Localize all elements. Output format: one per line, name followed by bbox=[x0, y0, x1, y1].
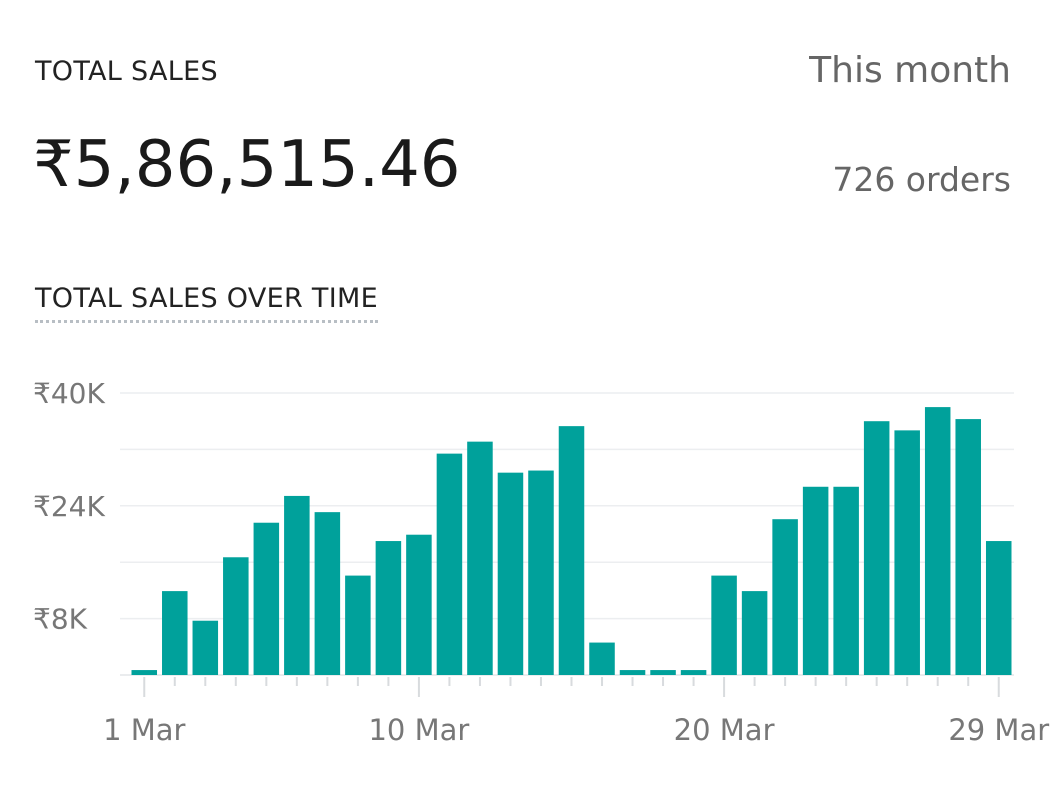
bar bbox=[894, 430, 920, 675]
bar bbox=[924, 407, 951, 675]
bar bbox=[528, 470, 554, 675]
chart-title[interactable]: TOTAL SALES OVER TIME bbox=[35, 283, 378, 323]
bar bbox=[802, 486, 829, 675]
bar bbox=[711, 575, 737, 675]
x-tick-label: 20 Mar bbox=[674, 713, 775, 747]
bar bbox=[589, 642, 615, 675]
y-tick-label: ₹40K bbox=[33, 377, 105, 410]
bar bbox=[314, 512, 341, 675]
bar bbox=[772, 519, 798, 675]
total-sales-value: ₹5,86,515.46 bbox=[33, 128, 461, 202]
orders-count: 726 orders bbox=[832, 160, 1011, 199]
x-tick-label: 1 Mar bbox=[103, 713, 185, 747]
bar bbox=[558, 426, 585, 675]
bar bbox=[619, 670, 646, 675]
y-tick-label: ₹8K bbox=[33, 603, 88, 636]
x-tick-label: 10 Mar bbox=[368, 713, 469, 747]
period-label: This month bbox=[809, 50, 1011, 91]
bar bbox=[345, 575, 371, 675]
bar bbox=[863, 421, 890, 675]
bar bbox=[985, 541, 1012, 675]
bar bbox=[131, 670, 158, 675]
bar bbox=[497, 472, 524, 675]
bar bbox=[284, 495, 310, 675]
y-tick-label: ₹24K bbox=[33, 490, 105, 523]
bar bbox=[192, 620, 219, 675]
bar bbox=[650, 670, 676, 675]
bar bbox=[955, 419, 981, 675]
bar bbox=[375, 541, 402, 675]
bar bbox=[833, 486, 859, 675]
bar bbox=[253, 522, 280, 675]
total-sales-title: TOTAL SALES bbox=[35, 56, 218, 87]
bar bbox=[741, 591, 768, 675]
bar bbox=[223, 557, 249, 675]
bar bbox=[680, 670, 707, 675]
bar bbox=[406, 534, 432, 675]
bar bbox=[467, 441, 493, 675]
bar bbox=[436, 453, 463, 675]
x-tick-label: 29 Mar bbox=[948, 713, 1049, 747]
bar bbox=[162, 591, 188, 675]
